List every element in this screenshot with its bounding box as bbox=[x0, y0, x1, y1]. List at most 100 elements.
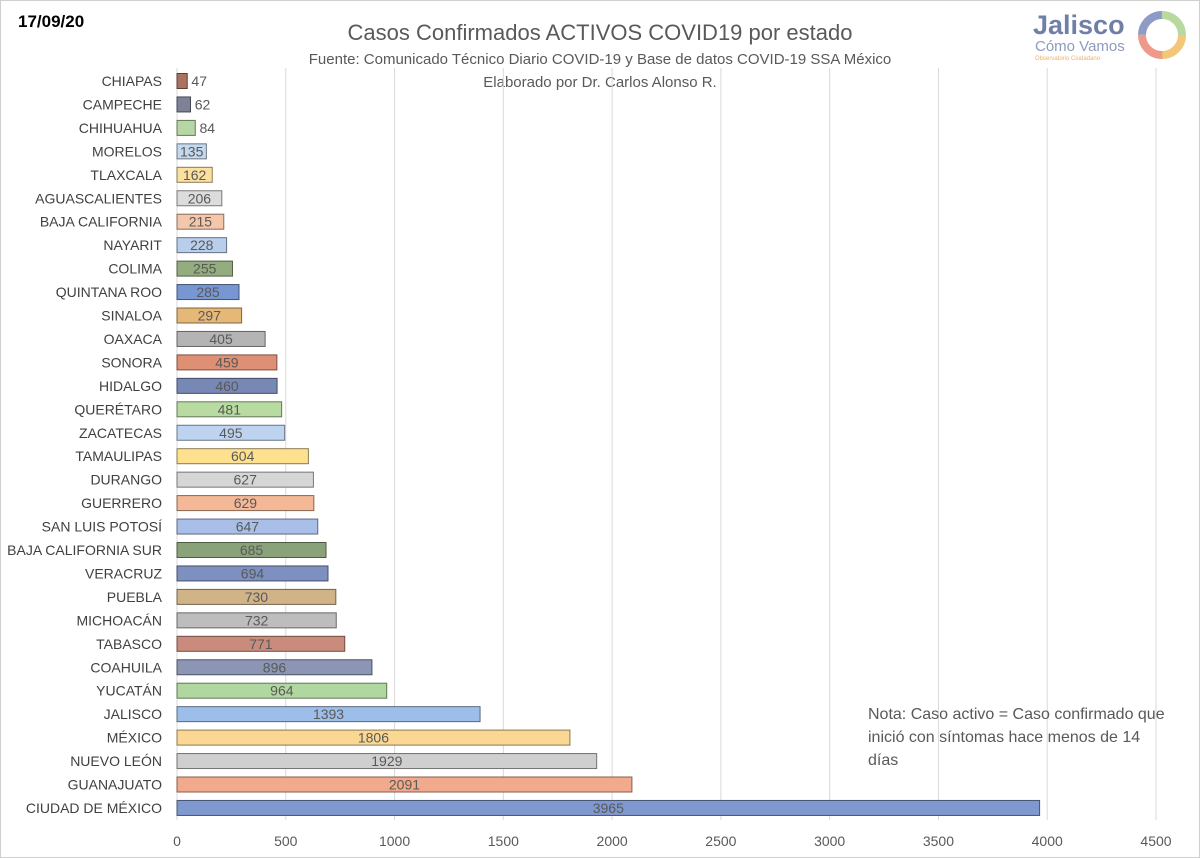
category-label: PUEBLA bbox=[107, 589, 163, 605]
bar bbox=[176, 635, 346, 652]
category-label: SINALOA bbox=[101, 308, 162, 324]
value-label: 62 bbox=[195, 96, 211, 112]
category-label: MICHOACÁN bbox=[76, 612, 162, 628]
category-label: YUCATÁN bbox=[96, 683, 162, 699]
category-label: COLIMA bbox=[108, 261, 162, 277]
value-label: 1393 bbox=[313, 706, 344, 722]
note-text: Nota: Caso activo = Caso confirmado que … bbox=[868, 706, 1165, 769]
bar bbox=[176, 588, 337, 605]
value-label: 215 bbox=[189, 214, 213, 230]
category-label: TABASCO bbox=[96, 636, 162, 652]
bar bbox=[176, 518, 319, 535]
x-tick-label: 500 bbox=[274, 833, 298, 849]
bar bbox=[176, 237, 228, 254]
category-label: OAXACA bbox=[104, 331, 163, 347]
chart-subtitle-source: Fuente: Comunicado Técnico Diario COVID-… bbox=[308, 51, 892, 68]
bar bbox=[176, 377, 278, 394]
category-label: CHIAPAS bbox=[102, 73, 162, 89]
value-label: 84 bbox=[199, 120, 215, 136]
value-label: 604 bbox=[231, 448, 255, 464]
x-tick-label: 3000 bbox=[814, 833, 845, 849]
bar bbox=[176, 330, 266, 347]
category-label: AGUASCALIENTES bbox=[35, 190, 162, 206]
bar bbox=[176, 166, 213, 183]
bar bbox=[176, 73, 188, 89]
x-tick-label: 2500 bbox=[705, 833, 736, 849]
value-label: 481 bbox=[218, 401, 242, 417]
value-label: 647 bbox=[236, 519, 260, 535]
value-label: 460 bbox=[215, 378, 239, 394]
value-label: 135 bbox=[180, 143, 204, 159]
value-label: 685 bbox=[240, 542, 264, 558]
x-tick-label: 2000 bbox=[597, 833, 628, 849]
x-tick-label: 0 bbox=[173, 833, 181, 849]
category-labels: CHIAPAS CAMPECHE CHIHUAHUA MORELOS TLAXCALA A… bbox=[7, 73, 162, 816]
category-label: DURANGO bbox=[90, 472, 162, 488]
category-label: BAJA CALIFORNIA SUR bbox=[7, 542, 162, 558]
category-label: TLAXCALA bbox=[90, 167, 162, 183]
category-label: GUERRERO bbox=[81, 495, 162, 511]
bar bbox=[176, 307, 243, 324]
bar bbox=[176, 565, 329, 582]
value-label: 964 bbox=[270, 683, 294, 699]
value-label: 629 bbox=[234, 495, 258, 511]
x-tick-label: 3500 bbox=[923, 833, 954, 849]
bar bbox=[176, 190, 223, 207]
x-axis-tick-labels: 0 500 1000 1500 2000 2500 3000 3500 4000 4500 bbox=[173, 833, 1172, 849]
bar bbox=[176, 495, 315, 512]
value-label: 285 bbox=[196, 284, 220, 300]
value-label: 732 bbox=[245, 612, 269, 628]
bar bbox=[176, 799, 1041, 816]
chart-title: Casos Confirmados ACTIVOS COVID19 por es… bbox=[347, 20, 853, 45]
value-label: 162 bbox=[183, 167, 207, 183]
bar bbox=[176, 143, 207, 160]
chart-subtitle-author: Elaborado por Dr. Carlos Alonso R. bbox=[483, 74, 717, 91]
bar bbox=[176, 612, 337, 629]
x-tick-label: 1000 bbox=[379, 833, 410, 849]
value-label: 495 bbox=[219, 425, 243, 441]
category-label: BAJA CALIFORNIA bbox=[40, 214, 163, 230]
bar bbox=[176, 260, 233, 277]
category-label: NAYARIT bbox=[103, 237, 162, 253]
bar bbox=[176, 659, 373, 676]
bar bbox=[176, 448, 309, 465]
category-label: SAN LUIS POTOSÍ bbox=[42, 519, 162, 535]
value-labels: 47 62 84 135 162 206 215 228 255 285 297 405 459 460 4… bbox=[180, 73, 624, 816]
category-label: CHIHUAHUA bbox=[79, 120, 163, 136]
value-label: 297 bbox=[198, 308, 222, 324]
category-label: ZACATECAS bbox=[79, 425, 162, 441]
value-label: 896 bbox=[263, 659, 287, 675]
logo-ring-icon bbox=[1138, 11, 1186, 59]
bar bbox=[176, 401, 283, 418]
value-label: 1929 bbox=[371, 753, 402, 769]
bar bbox=[176, 706, 481, 723]
value-label: 1806 bbox=[358, 730, 389, 746]
value-label: 730 bbox=[245, 589, 269, 605]
bar bbox=[176, 119, 196, 136]
logo-name: Jalisco bbox=[1033, 10, 1125, 40]
category-label: SONORA bbox=[101, 354, 162, 370]
x-tick-label: 4000 bbox=[1032, 833, 1063, 849]
category-label: MORELOS bbox=[92, 143, 162, 159]
category-label: HIDALGO bbox=[99, 378, 162, 394]
category-label: JALISCO bbox=[104, 706, 162, 722]
category-label: COAHUILA bbox=[90, 659, 162, 675]
value-label: 255 bbox=[193, 261, 217, 277]
category-label: TAMAULIPAS bbox=[75, 448, 162, 464]
x-tick-label: 4500 bbox=[1140, 833, 1171, 849]
value-label: 771 bbox=[249, 636, 273, 652]
category-label: CIUDAD DE MÉXICO bbox=[26, 800, 162, 816]
bar bbox=[176, 284, 240, 301]
bar bbox=[176, 471, 314, 488]
date-label: 17/09/20 bbox=[18, 12, 85, 31]
value-label: 3965 bbox=[593, 800, 624, 816]
category-label: GUANAJUATO bbox=[68, 777, 162, 793]
logo-small-text: Observatorio Ciudadano bbox=[1035, 56, 1101, 62]
bars bbox=[176, 73, 1041, 816]
bar bbox=[176, 213, 225, 230]
value-label: 627 bbox=[234, 472, 258, 488]
category-label: QUINTANA ROO bbox=[56, 284, 162, 300]
value-label: 405 bbox=[209, 331, 233, 347]
bar bbox=[176, 354, 278, 371]
